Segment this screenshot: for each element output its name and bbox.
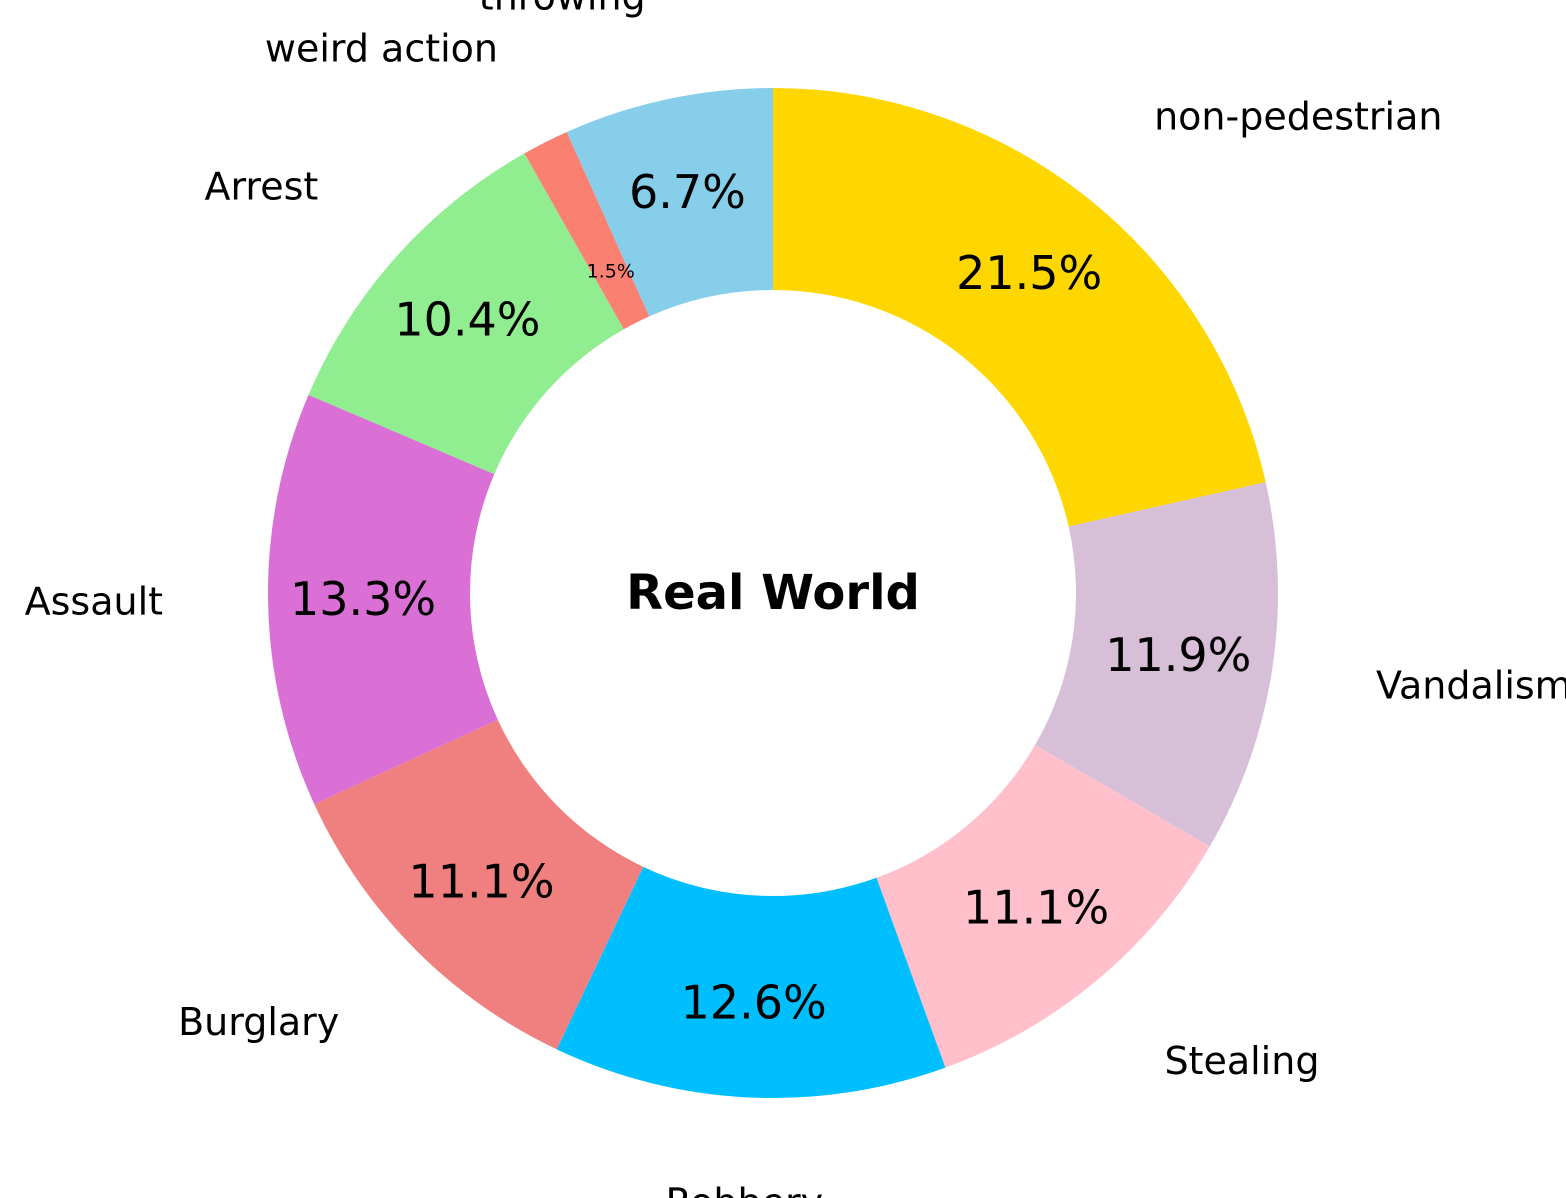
center-title: Real World bbox=[626, 565, 920, 621]
slice-robbery bbox=[556, 866, 946, 1098]
slice-weird-action bbox=[524, 132, 650, 330]
category-label-stealing: Stealing bbox=[1164, 1039, 1319, 1083]
labels-group: 21.5% non-pedestrian 11.9% Vandalism 11.1% St… bbox=[25, 0, 1566, 1198]
slice-assault bbox=[268, 394, 498, 805]
category-label-vandalism: Vandalism bbox=[1376, 663, 1566, 707]
pct-label-robbery: 12.6% bbox=[681, 976, 827, 1030]
slice-stealing bbox=[876, 745, 1210, 1068]
pct-label-assault: 13.3% bbox=[290, 572, 436, 626]
pct-label-non-pedestrian: 21.5% bbox=[956, 246, 1102, 300]
category-label-assault: Assault bbox=[25, 580, 163, 624]
slice-vandalism bbox=[1035, 482, 1278, 847]
pct-label-vandalism: 11.9% bbox=[1105, 628, 1251, 682]
category-label-robbery: Robbery bbox=[665, 1180, 823, 1198]
category-label-weird-action: weird action bbox=[265, 26, 498, 70]
category-label-throwing: throwing bbox=[479, 0, 646, 18]
pct-label-burglary: 11.1% bbox=[408, 854, 554, 908]
slice-arrest bbox=[308, 153, 624, 475]
pct-label-arrest: 10.4% bbox=[394, 293, 540, 347]
pct-label-throwing: 6.7% bbox=[629, 165, 746, 219]
slices-group bbox=[268, 88, 1278, 1098]
category-label-burglary: Burglary bbox=[178, 1000, 339, 1044]
slice-non-pedestrian bbox=[773, 88, 1266, 527]
category-label-arrest: Arrest bbox=[204, 164, 318, 208]
category-label-non-pedestrian: non-pedestrian bbox=[1154, 95, 1442, 139]
pct-label-weird-action: 1.5% bbox=[587, 261, 635, 283]
slice-burglary bbox=[314, 719, 644, 1050]
pct-label-stealing: 11.1% bbox=[963, 880, 1109, 934]
slice-throwing bbox=[566, 88, 773, 317]
